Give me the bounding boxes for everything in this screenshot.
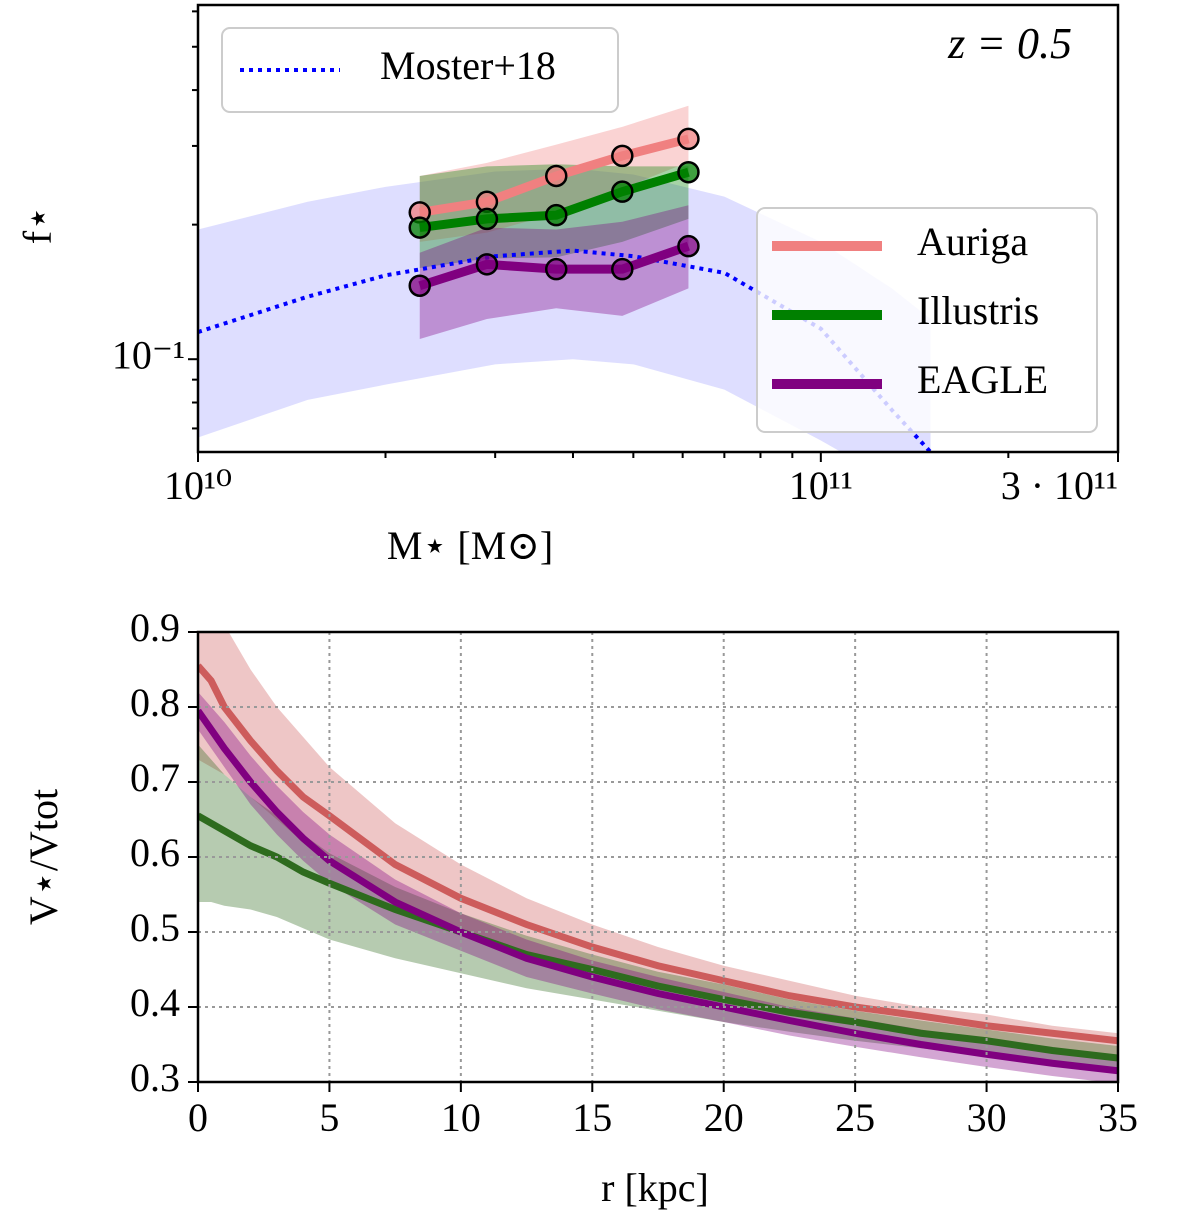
marker [408, 274, 431, 297]
y-tick-label: 0.8 [130, 680, 180, 725]
band [198, 632, 1118, 1056]
marker [611, 257, 634, 281]
y-tick-label: 0.7 [130, 755, 180, 800]
marker [475, 253, 499, 276]
x-axis-label: r [kpc] [601, 1165, 709, 1210]
x-tick-label: 20 [704, 1095, 744, 1140]
x-tick-label: 10¹¹ [789, 463, 853, 508]
legend-label: Illustris [917, 288, 1039, 333]
band [198, 168, 931, 452]
x-axis-label: M⋆ [M⊙] [387, 523, 553, 568]
legend-label: Moster+18 [380, 43, 556, 88]
marker [544, 203, 568, 227]
band [198, 692, 1118, 1082]
x-tick-label: 25 [835, 1095, 875, 1140]
y-tick-label: 0.5 [130, 905, 180, 950]
marker [611, 144, 634, 168]
marker [677, 234, 700, 258]
marker [544, 164, 568, 188]
x-tick-label: 0 [188, 1095, 208, 1140]
marker [611, 180, 634, 203]
legend-box [756, 207, 1098, 433]
y-tick-label: 0.4 [130, 980, 180, 1025]
x-tick-label: 10¹⁰ [164, 463, 232, 508]
y-axis-label: f⋆ [15, 206, 60, 244]
legend-label: Auriga [917, 219, 1028, 264]
y-tick-label: 0.9 [130, 605, 180, 650]
series-line [198, 663, 1118, 1045]
axes-frame [196, 630, 1120, 1084]
x-tick-label: 30 [967, 1095, 1007, 1140]
plot-area [198, 632, 1118, 1082]
legend-box [221, 27, 619, 113]
marker [475, 207, 499, 231]
y-axis-label: V⋆/Vtot [21, 789, 66, 925]
annotation: z = 0.5 [947, 19, 1072, 68]
marker [408, 216, 431, 239]
marker [677, 160, 700, 184]
marker [677, 127, 700, 151]
x-tick-label: 35 [1098, 1095, 1138, 1140]
x-tick-label: 5 [319, 1095, 339, 1140]
plot-area [198, 105, 932, 452]
x-tick-label: 15 [572, 1095, 612, 1140]
y-tick-label: 10⁻¹ [112, 332, 185, 377]
marker [544, 257, 568, 281]
legend-label: EAGLE [917, 357, 1048, 402]
y-tick-label: 0.3 [130, 1055, 180, 1100]
axes-frame [196, 3, 1120, 454]
series-line [198, 708, 1118, 1075]
x-tick-label: 3 · 10¹¹ [1001, 463, 1118, 508]
x-tick-label: 10 [441, 1095, 481, 1140]
y-tick-label: 0.6 [130, 830, 180, 875]
